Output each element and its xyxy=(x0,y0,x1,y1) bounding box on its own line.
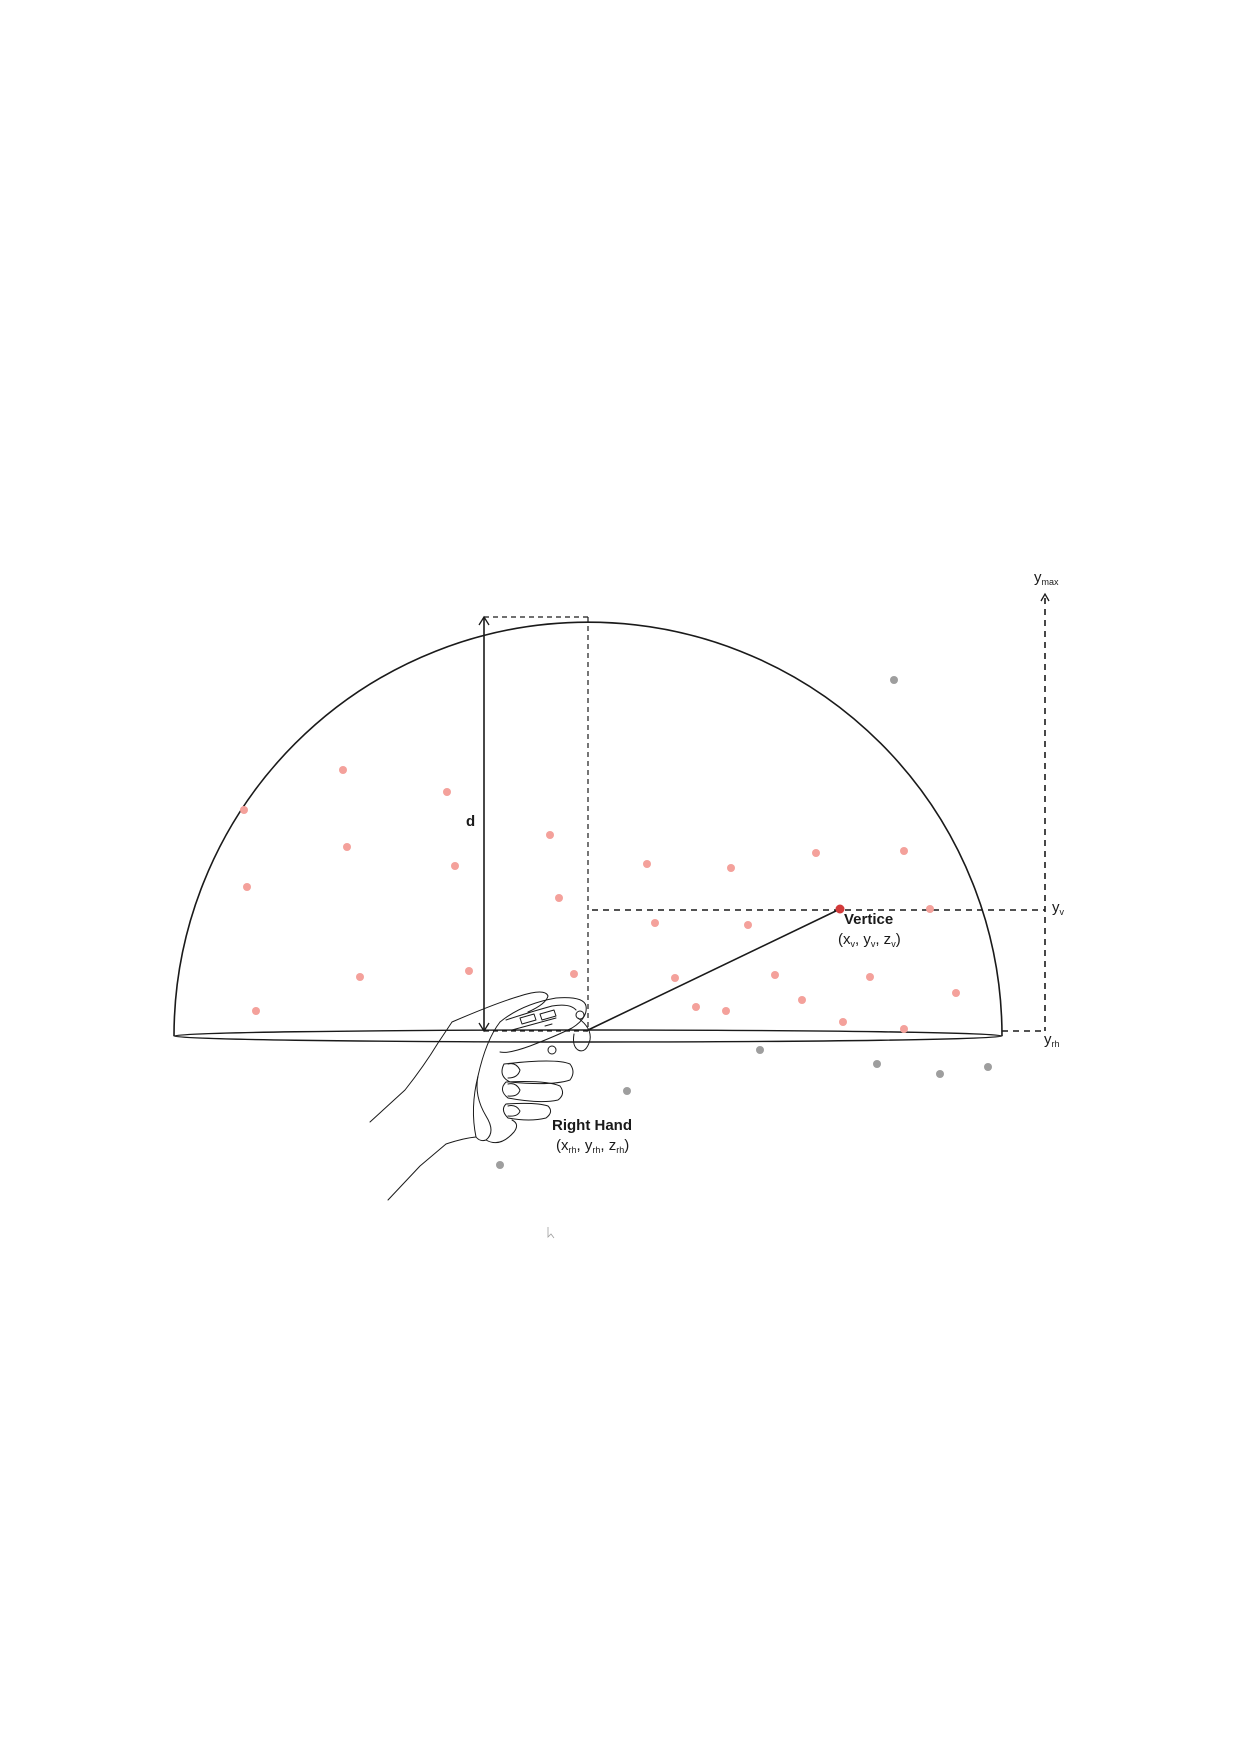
distance-d-arrowhead-bottom xyxy=(478,1022,490,1033)
right-hand-title: Right Hand xyxy=(552,1117,632,1134)
inside-point xyxy=(798,996,806,1004)
y-max-label: ymax xyxy=(1034,569,1059,587)
y-axis-arrowhead xyxy=(1040,592,1050,602)
right-hand-coordinates: (xrh, yrh, zrh) xyxy=(556,1137,629,1155)
points-inside xyxy=(240,766,960,1033)
inside-point xyxy=(812,849,820,857)
vertex-point xyxy=(835,904,845,914)
outside-point xyxy=(890,676,898,684)
inside-point xyxy=(952,989,960,997)
hand-to-vertex-line xyxy=(585,908,841,1032)
distance-d-arrowhead-top xyxy=(478,615,490,626)
points-outside xyxy=(496,676,992,1169)
outside-point xyxy=(936,1070,944,1078)
inside-point xyxy=(722,1007,730,1015)
inside-point xyxy=(339,766,347,774)
inside-point xyxy=(343,843,351,851)
hemisphere-base-ellipse xyxy=(173,1029,1003,1043)
y-rh-label: yrh xyxy=(1044,1031,1060,1049)
inside-point xyxy=(744,921,752,929)
inside-point xyxy=(839,1018,847,1026)
vertice-coordinates: (xv, yv, zv) xyxy=(838,931,901,949)
outside-point xyxy=(756,1046,764,1054)
inside-point xyxy=(866,973,874,981)
inside-point xyxy=(926,905,934,913)
outside-point xyxy=(496,1161,504,1169)
inside-point xyxy=(900,847,908,855)
inside-point xyxy=(671,974,679,982)
inside-point xyxy=(252,1007,260,1015)
inside-point xyxy=(643,860,651,868)
inside-point xyxy=(451,862,459,870)
inside-point xyxy=(443,788,451,796)
inside-point xyxy=(240,806,248,814)
inside-point xyxy=(555,894,563,902)
inside-point xyxy=(546,831,554,839)
inside-point xyxy=(771,971,779,979)
inside-point xyxy=(900,1025,908,1033)
hand-with-controller-icon xyxy=(369,991,591,1201)
hemisphere-arc xyxy=(173,621,1003,1037)
inside-point xyxy=(465,967,473,975)
outside-point xyxy=(984,1063,992,1071)
outside-point xyxy=(873,1060,881,1068)
inside-point xyxy=(570,970,578,978)
inside-point xyxy=(651,919,659,927)
distance-d-label: d xyxy=(466,813,475,830)
y-v-label: yv xyxy=(1052,899,1065,917)
inside-point xyxy=(727,864,735,872)
inside-point xyxy=(692,1003,700,1011)
inside-point xyxy=(356,973,364,981)
vertice-title: Vertice xyxy=(844,911,893,928)
mouse-cursor-icon xyxy=(547,1227,555,1239)
outside-point xyxy=(623,1087,631,1095)
inside-point xyxy=(243,883,251,891)
